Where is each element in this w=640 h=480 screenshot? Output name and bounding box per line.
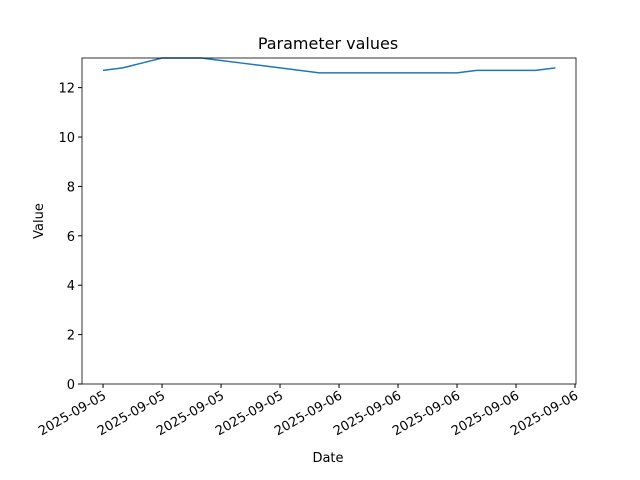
y-tick-label: 12 [58, 82, 75, 97]
chart-title: Parameter values [258, 34, 398, 53]
data-line [102, 57, 556, 74]
y-tick-label: 10 [58, 131, 75, 146]
y-tick-label: 2 [67, 329, 75, 344]
x-axis-label: Date [312, 451, 343, 466]
y-tick-label: 0 [67, 378, 75, 393]
x-tick-label: 2025-09-06 [508, 388, 581, 439]
y-axis-label: Value [32, 203, 47, 239]
y-tick-label: 8 [67, 180, 75, 195]
y-tick-label: 6 [67, 230, 75, 245]
plot-frame [81, 57, 577, 385]
y-tick-label: 4 [67, 279, 75, 294]
